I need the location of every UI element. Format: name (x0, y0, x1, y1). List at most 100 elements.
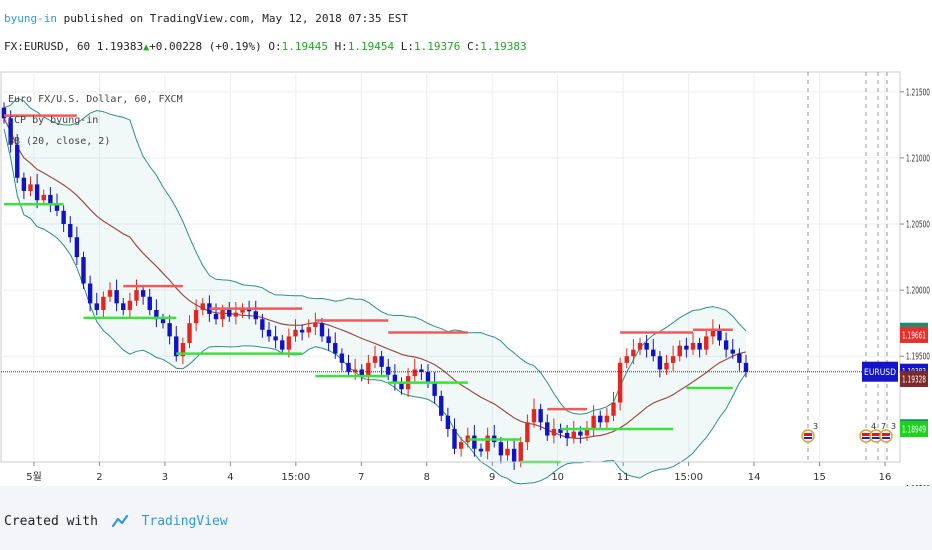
candle-body (651, 349, 656, 357)
created-with: Created with TradingView (4, 514, 228, 529)
price-tick-label: 1.21000 (906, 153, 930, 164)
candle-body (15, 144, 20, 178)
candle-body (326, 336, 331, 344)
candle-body (28, 184, 33, 191)
candle-body (346, 362, 351, 373)
candle-body (74, 237, 80, 258)
candle-body (631, 349, 636, 357)
candle-body (644, 343, 649, 350)
candle-body (518, 442, 523, 462)
price-label-value: 1.19661 (902, 330, 926, 341)
candle-body (193, 309, 199, 324)
candle-body (8, 118, 13, 145)
candle-body (306, 327, 311, 333)
candle-body (637, 343, 643, 350)
candle-body (154, 309, 159, 320)
price-axis[interactable]: 1.21500 1.21000 1.20500 1.20000 1.19500 1.185… (862, 87, 930, 486)
up-arrow-icon: ▲ (143, 42, 150, 53)
open-label: O: (268, 40, 282, 53)
created-with-label: Created with (4, 514, 98, 529)
time-tick-label: 15 (813, 472, 826, 483)
candle-body (140, 290, 146, 297)
bollinger-fill (4, 98, 746, 484)
event-flag-stripe (872, 433, 880, 436)
candle-body (545, 422, 550, 436)
candle-body (439, 395, 444, 416)
price-tick-label: 1.21500 (906, 87, 930, 98)
symbol-label-box (862, 361, 898, 382)
tradingview-logo-icon (111, 514, 128, 527)
candle-body (1, 107, 7, 119)
candle-body (41, 194, 46, 201)
candle-body (114, 290, 119, 304)
price-label-box (900, 421, 928, 438)
event-flag-stripe (872, 437, 880, 439)
time-tick-label: 14 (748, 472, 761, 483)
candle-body (319, 323, 325, 337)
candle-body (598, 415, 603, 423)
candle-body (551, 428, 557, 436)
candle-body (604, 415, 610, 423)
event-count: 3 (891, 422, 896, 431)
candle-body (48, 194, 53, 205)
candle-body (87, 283, 93, 304)
candle-body (737, 353, 742, 363)
price-label-box (900, 326, 928, 343)
candle-body (432, 382, 437, 396)
candle-body (372, 356, 378, 363)
candle-body (445, 415, 451, 429)
candle-body (452, 428, 457, 449)
candle-body (333, 343, 338, 354)
candle-body (531, 409, 537, 423)
candle-body (134, 290, 139, 301)
tradingview-brand[interactable]: TradingView (141, 514, 228, 529)
candle-body (240, 308, 245, 313)
candle-body (657, 356, 663, 370)
candle-body (710, 329, 716, 337)
event-flag-stripe (804, 433, 812, 436)
candle-body (293, 329, 298, 337)
candle-body (743, 362, 749, 373)
candle-body (200, 303, 205, 310)
candle-body (61, 210, 66, 225)
candle-body (677, 345, 682, 357)
candle-body (571, 431, 576, 439)
last-price: 1.19383 (96, 40, 144, 53)
footer: Created with TradingView (0, 486, 932, 550)
session-lines (807, 72, 888, 462)
event-count: 3 (813, 422, 818, 431)
candle-body (127, 300, 133, 310)
time-tick-label: 9 (489, 472, 495, 483)
time-tick-label: 5월 (26, 471, 42, 483)
price-chart[interactable]: 1.21500 1.21000 1.20500 1.20000 1.19500 1.185… (0, 66, 932, 486)
publisher-name[interactable]: byung-in (4, 12, 57, 25)
time-axis[interactable]: 5월 2 3 4 15:00 7 8 9 10 11 15:00 14 15 16 (1, 461, 900, 483)
low-label: L: (400, 40, 415, 53)
candle-body (339, 353, 345, 363)
price-tick-label: 1.19500 (906, 352, 930, 363)
time-tick-label: 11 (617, 472, 630, 483)
candle-body (81, 257, 86, 284)
candle-body (68, 224, 73, 238)
event-flag-stripe (882, 437, 890, 439)
event-flag-stripe (804, 437, 812, 439)
candle-body (260, 319, 265, 330)
candle-body (359, 369, 364, 377)
event-count: 4 (871, 422, 876, 431)
candle-body (34, 184, 40, 201)
time-tick-label: 2 (96, 472, 102, 483)
indicator-ccp: CCP by byung-in (8, 115, 99, 126)
bollinger-basis-line (3, 118, 747, 440)
candle-body (392, 374, 398, 383)
candle-body (472, 435, 477, 449)
price-label-value: 1.18949 (902, 425, 926, 436)
symbol-ohlc-line: FX:EURUSD, 60 1.19383▲+0.00228 (+0.19%) … (4, 40, 527, 53)
candlesticks (1, 102, 749, 470)
time-tick-label: 8 (424, 472, 430, 483)
candle-body (611, 402, 616, 416)
close-label: C: (467, 40, 481, 53)
candle-body (286, 336, 292, 350)
time-tick-label: 4 (227, 472, 233, 483)
candle-body (564, 432, 570, 439)
high-label: H: (334, 40, 348, 53)
